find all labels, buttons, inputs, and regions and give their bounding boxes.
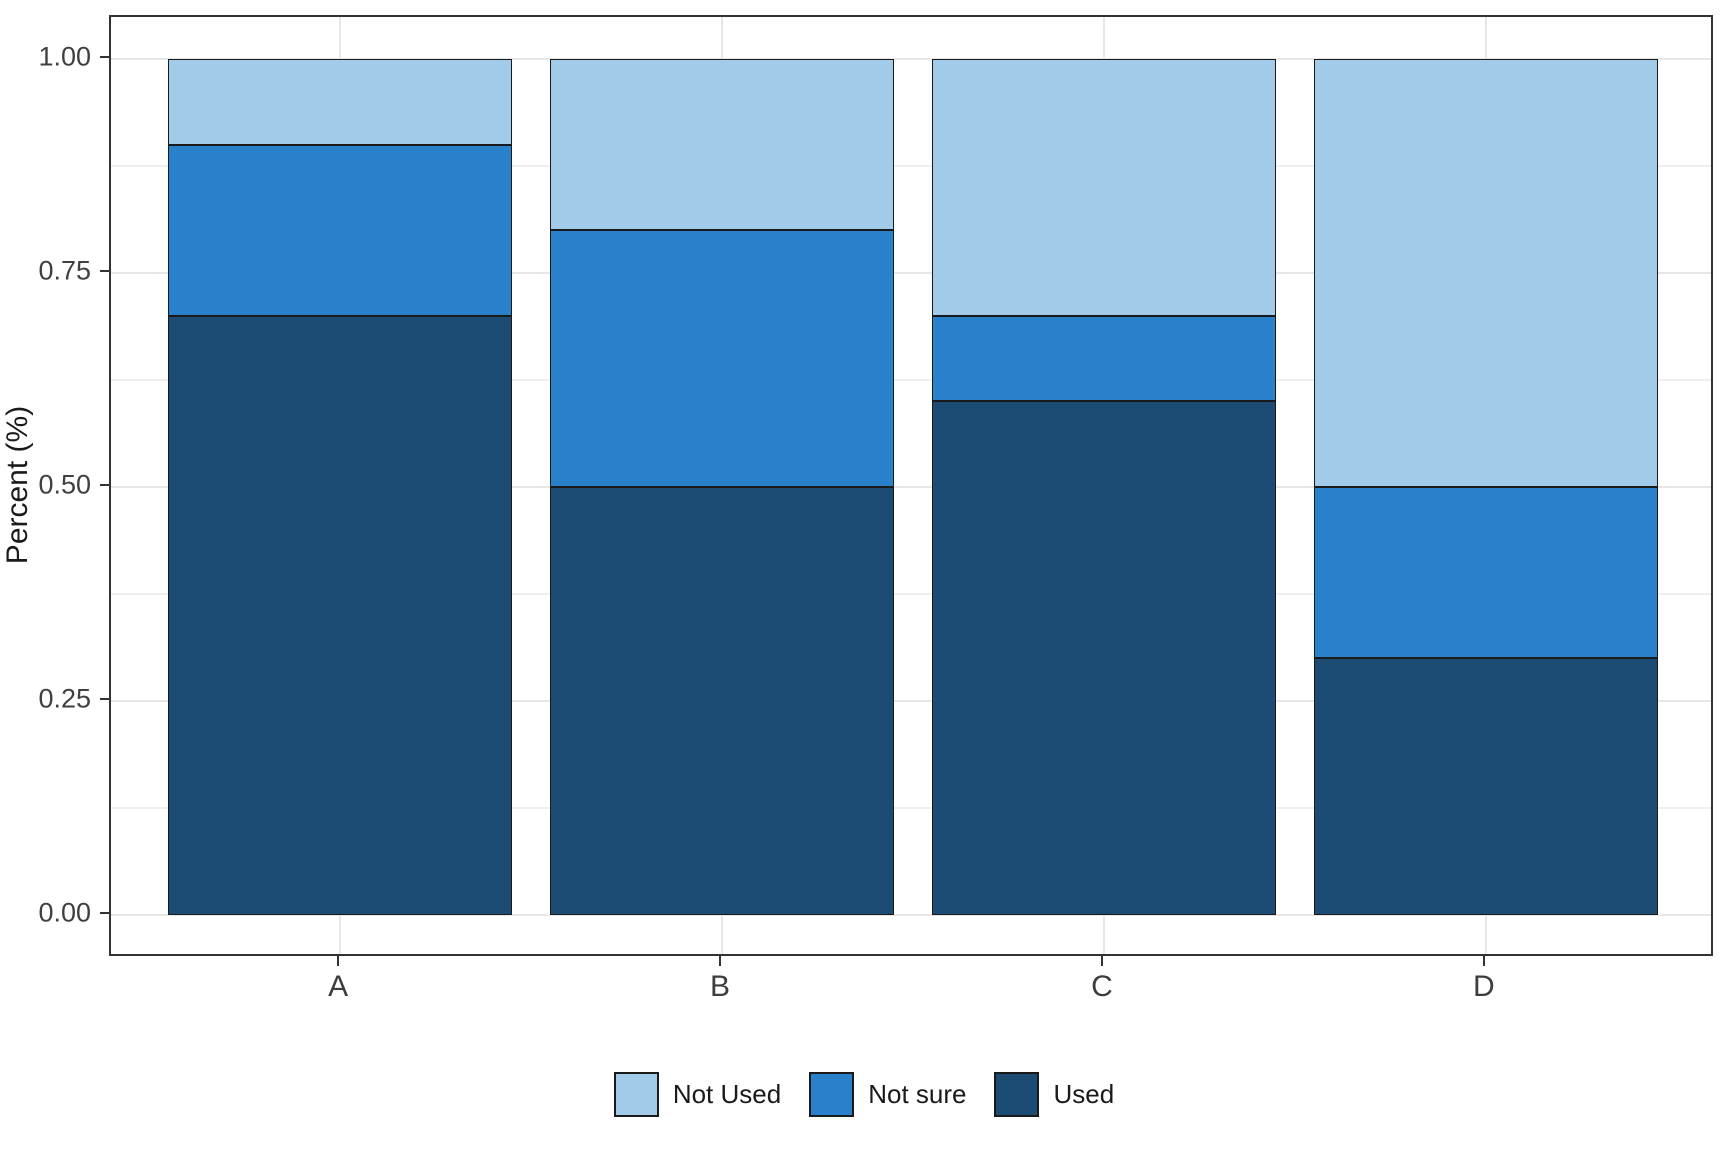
- x-tick-label: C: [1091, 970, 1113, 1003]
- y-tick-mark: [100, 911, 109, 915]
- bar-segment-used: [168, 315, 512, 915]
- bar-segment-not-sure: [1314, 487, 1658, 659]
- legend-item: Not sure: [809, 1072, 966, 1117]
- legend-swatch: [613, 1072, 659, 1117]
- minor-gridline: [111, 807, 1711, 809]
- x-tick-mark: [1482, 956, 1486, 966]
- bar-segment-used: [1314, 658, 1658, 915]
- bar-segment-used: [550, 487, 894, 915]
- legend-item: Not Used: [613, 1072, 782, 1117]
- bar-segment-not-used: [168, 59, 512, 145]
- legend-item: Used: [994, 1072, 1114, 1117]
- legend-label: Not Used: [672, 1079, 782, 1109]
- x-tick-label: B: [710, 970, 731, 1003]
- legend-swatch: [994, 1072, 1040, 1117]
- bar-segment-not-sure: [932, 315, 1276, 402]
- major-gridline: [111, 272, 1711, 274]
- minor-gridline: [111, 593, 1711, 595]
- y-tick-mark: [100, 697, 109, 701]
- y-tick-mark: [100, 483, 109, 487]
- y-tick-label: 0.75: [38, 255, 91, 286]
- x-tick-mark: [336, 956, 340, 966]
- y-tick-label: 0.00: [38, 897, 91, 928]
- major-gridline: [111, 700, 1711, 702]
- legend: Not Used Not sure Used: [0, 1072, 1728, 1117]
- y-tick-label: 0.25: [38, 683, 91, 714]
- minor-gridline: [111, 165, 1711, 167]
- bar-segment-not-used: [1314, 59, 1658, 487]
- bar-segment-not-used: [550, 59, 894, 231]
- bar-segment-not-sure: [168, 144, 512, 316]
- x-tick-mark: [1100, 956, 1104, 966]
- legend-label: Not sure: [868, 1079, 967, 1109]
- major-gridline: [111, 58, 1711, 60]
- y-tick-label: 0.50: [38, 469, 91, 500]
- y-tick-label: 1.00: [38, 41, 91, 72]
- minor-gridline: [111, 379, 1711, 381]
- plot-panel: [109, 15, 1713, 956]
- x-tick-mark: [718, 956, 722, 966]
- major-gridline: [111, 486, 1711, 488]
- y-tick-mark: [100, 269, 109, 273]
- bar-segment-not-sure: [550, 230, 894, 487]
- bar-segment-not-used: [932, 59, 1276, 316]
- x-tick-label: A: [328, 970, 349, 1003]
- bar-segment-used: [932, 401, 1276, 915]
- major-gridline: [111, 914, 1711, 916]
- legend-swatch: [809, 1072, 855, 1117]
- y-tick-mark: [100, 55, 109, 59]
- legend-label: Used: [1053, 1079, 1115, 1109]
- x-tick-label: D: [1473, 970, 1495, 1003]
